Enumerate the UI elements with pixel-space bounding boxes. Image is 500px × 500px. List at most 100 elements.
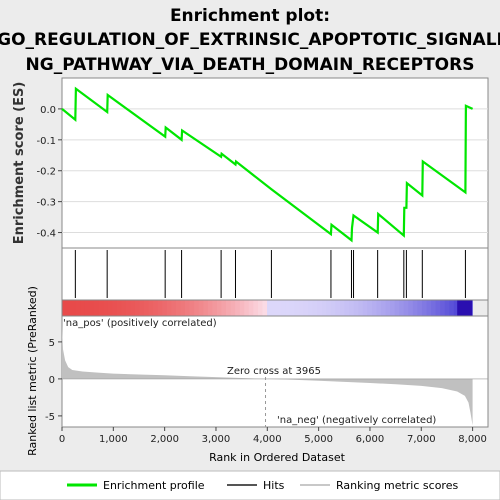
x-tick-label: 2,000 <box>150 434 179 445</box>
color-band-segment <box>421 300 428 316</box>
color-band-segment <box>353 300 359 316</box>
color-band-segment <box>248 300 254 316</box>
legend-ranking-label: Ranking metric scores <box>336 479 458 492</box>
color-band-segment <box>335 300 341 316</box>
color-band-segment <box>298 300 305 316</box>
x-axis-label: Rank in Ordered Dataset <box>209 451 346 464</box>
color-band-segment <box>403 300 409 316</box>
color-band-segment <box>449 300 455 316</box>
es-y-tick-label: -0.4 <box>36 229 56 240</box>
color-band-segment <box>71 300 77 316</box>
title-line-3: NG_PATHWAY_VIA_DEATH_DOMAIN_RECEPTORS <box>26 55 475 75</box>
color-band-segment <box>84 300 90 316</box>
color-band-segment <box>453 300 460 316</box>
color-band-segment <box>417 300 423 316</box>
color-band-segment <box>185 300 191 316</box>
color-band-segment <box>80 300 86 316</box>
color-band-segment <box>394 300 400 316</box>
x-tick-label: 7,000 <box>407 434 436 445</box>
color-band-segment <box>130 300 136 316</box>
color-band-segment <box>162 300 168 316</box>
color-band-segment <box>285 300 291 316</box>
zero-cross-label: Zero cross at 3965 <box>227 366 321 377</box>
es-y-tick-label: -0.3 <box>36 198 56 209</box>
color-band-segment <box>312 300 318 316</box>
color-band-segment <box>180 300 186 316</box>
color-band-segment <box>239 300 245 316</box>
color-band-segment <box>276 300 282 316</box>
color-band-segment <box>93 300 100 316</box>
hits-panel <box>61 247 489 301</box>
metric-panel <box>61 315 489 428</box>
color-band-segment <box>98 300 104 316</box>
es-grid <box>62 108 488 234</box>
es-y-tick-label: 0.0 <box>40 105 56 116</box>
color-band-segment <box>103 300 109 316</box>
color-band-segment <box>380 300 387 316</box>
color-band-segment <box>62 300 68 316</box>
color-band-segment <box>144 300 150 316</box>
color-band-segment <box>112 300 118 316</box>
color-band-segment <box>431 300 437 316</box>
positive-label: 'na_pos' (positively correlated) <box>63 318 217 329</box>
x-tick-label: 4,000 <box>253 434 282 445</box>
color-band-segment <box>435 300 441 316</box>
color-band-segment <box>390 300 396 316</box>
color-band-segment <box>194 300 200 316</box>
legend-enrichment-label: Enrichment profile <box>103 479 205 492</box>
color-band-segment <box>221 300 227 316</box>
color-band-segment <box>289 300 295 316</box>
color-band-segment <box>262 300 268 316</box>
color-band-segment <box>371 300 378 316</box>
color-band-segment <box>139 300 145 316</box>
x-tick-label: 5,000 <box>304 434 333 445</box>
es-y-tick-label: -0.1 <box>36 136 56 147</box>
color-band-segment <box>216 300 223 316</box>
color-band-segment <box>399 300 405 316</box>
es-y-ticks: 0.0 -0.1 -0.2 -0.3 -0.4 <box>36 105 62 240</box>
color-band-segment <box>440 300 446 316</box>
x-tick-label: 8,000 <box>458 434 487 445</box>
color-band-segment <box>385 300 391 316</box>
title-line-2: GO_REGULATION_OF_EXTRINSIC_APOPTOTIC_SIG… <box>0 30 500 50</box>
enrichment-profile-line <box>61 86 474 243</box>
hit-markers <box>74 250 466 298</box>
color-band-segment <box>121 300 127 316</box>
color-band-segment <box>330 300 336 316</box>
es-y-tick-label: -0.2 <box>36 167 56 178</box>
color-band-segment <box>189 300 195 316</box>
color-band-segment <box>235 300 241 316</box>
color-band-segment <box>207 300 213 316</box>
color-band-segment <box>271 300 277 316</box>
color-band-segment <box>317 300 323 316</box>
color-band-segment <box>344 300 350 316</box>
color-band-segment <box>226 300 232 316</box>
color-band-segment <box>107 300 113 316</box>
color-band-segment <box>457 300 473 316</box>
color-band-segment <box>75 300 81 316</box>
es-y-axis-label: Enrichment score (ES) <box>12 82 27 245</box>
color-band-segment <box>267 300 273 316</box>
color-band-segment <box>362 300 368 316</box>
color-band-segment <box>244 300 250 316</box>
color-band-segment <box>166 300 172 316</box>
x-tick-label: 3,000 <box>202 434 231 445</box>
metric-y-tick-label: -5 <box>45 412 55 423</box>
color-band-segment <box>408 300 414 316</box>
color-band-segment <box>212 300 218 316</box>
color-band-segment <box>153 300 159 316</box>
color-band-segment <box>66 300 72 316</box>
color-band-segment <box>198 300 204 316</box>
color-band-segment <box>157 300 163 316</box>
color-band-segment <box>426 300 432 316</box>
metric-y-tick-label: 5 <box>49 338 55 349</box>
color-band-segment <box>116 300 122 316</box>
metric-y-axis-label: Ranked list metric (PreRanked) <box>26 286 39 456</box>
color-band-segment <box>326 300 332 316</box>
color-band-segment <box>412 300 419 316</box>
color-band-segment <box>280 300 286 316</box>
color-band-segment <box>444 300 450 316</box>
x-tick-label: 6,000 <box>356 434 385 445</box>
metric-y-tick-label: 0 <box>49 375 55 386</box>
